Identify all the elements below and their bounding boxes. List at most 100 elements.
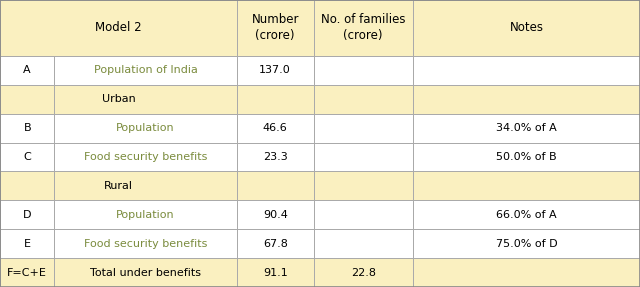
Bar <box>237 0 314 56</box>
Text: Population: Population <box>116 210 175 220</box>
Text: No. of families
(crore): No. of families (crore) <box>321 13 406 42</box>
Bar <box>237 56 314 85</box>
Bar <box>237 258 314 287</box>
Bar <box>54 229 237 258</box>
Bar <box>314 229 413 258</box>
Bar <box>0 229 54 258</box>
Bar <box>0 85 54 114</box>
Text: E: E <box>24 239 31 249</box>
Bar <box>413 200 640 229</box>
Text: A: A <box>24 65 31 75</box>
Bar <box>0 172 54 200</box>
Bar <box>0 172 54 200</box>
Bar <box>237 258 314 287</box>
Bar <box>0 200 54 229</box>
Bar <box>237 229 314 258</box>
Bar <box>54 200 237 229</box>
Bar <box>54 85 237 114</box>
Bar <box>0 0 237 56</box>
Bar <box>314 85 413 114</box>
Text: Population: Population <box>116 123 175 133</box>
Text: D: D <box>23 210 31 220</box>
Bar <box>237 114 314 143</box>
Bar <box>54 56 237 85</box>
Text: 50.0% of B: 50.0% of B <box>496 152 557 162</box>
Bar <box>314 172 413 200</box>
Bar <box>54 56 237 85</box>
Bar <box>314 0 413 56</box>
Bar <box>314 258 413 287</box>
Bar <box>413 0 640 56</box>
Bar <box>413 56 640 85</box>
Bar <box>413 0 640 56</box>
Text: Urban: Urban <box>102 94 135 104</box>
Bar <box>237 0 314 56</box>
Text: Notes: Notes <box>509 22 543 34</box>
Bar <box>0 143 54 172</box>
Bar <box>237 85 314 114</box>
Bar <box>0 85 54 114</box>
Bar <box>413 200 640 229</box>
Bar <box>54 258 237 287</box>
Text: 91.1: 91.1 <box>263 267 287 278</box>
Bar <box>413 172 640 200</box>
Bar <box>314 56 413 85</box>
Text: 137.0: 137.0 <box>259 65 291 75</box>
Bar <box>0 258 54 287</box>
Bar <box>0 56 54 85</box>
Bar <box>237 172 314 200</box>
Text: Population of India: Population of India <box>93 65 198 75</box>
Bar <box>413 229 640 258</box>
Bar <box>0 0 237 56</box>
Bar <box>0 258 54 287</box>
Bar <box>237 200 314 229</box>
Bar <box>314 172 413 200</box>
Text: Number
(crore): Number (crore) <box>252 13 299 42</box>
Bar <box>54 229 237 258</box>
Text: Rural: Rural <box>104 181 133 191</box>
Bar <box>54 114 237 143</box>
Bar <box>413 258 640 287</box>
Text: 46.6: 46.6 <box>263 123 287 133</box>
Bar <box>54 114 237 143</box>
Text: 34.0% of A: 34.0% of A <box>496 123 557 133</box>
Text: 67.8: 67.8 <box>263 239 287 249</box>
Text: 90.4: 90.4 <box>263 210 287 220</box>
Bar <box>413 85 640 114</box>
Bar <box>314 114 413 143</box>
Bar <box>413 143 640 172</box>
Bar <box>314 114 413 143</box>
Text: Food security benefits: Food security benefits <box>84 152 207 162</box>
Bar <box>237 200 314 229</box>
Bar <box>314 143 413 172</box>
Bar <box>0 114 54 143</box>
Bar <box>0 56 54 85</box>
Text: Model 2: Model 2 <box>95 22 141 34</box>
Bar <box>314 258 413 287</box>
Text: C: C <box>23 152 31 162</box>
Bar <box>237 56 314 85</box>
Text: 22.8: 22.8 <box>351 267 376 278</box>
Bar <box>54 85 237 114</box>
Bar <box>413 143 640 172</box>
Bar <box>237 172 314 200</box>
Bar <box>54 258 237 287</box>
Text: Total under benefits: Total under benefits <box>90 267 201 278</box>
Bar <box>237 85 314 114</box>
Bar <box>237 143 314 172</box>
Bar <box>54 143 237 172</box>
Text: Food security benefits: Food security benefits <box>84 239 207 249</box>
Text: B: B <box>24 123 31 133</box>
Bar <box>237 229 314 258</box>
Text: 75.0% of D: 75.0% of D <box>495 239 557 249</box>
Bar <box>237 143 314 172</box>
Bar <box>413 172 640 200</box>
Bar <box>314 200 413 229</box>
Bar <box>413 85 640 114</box>
Bar <box>314 143 413 172</box>
Bar <box>237 114 314 143</box>
Bar <box>54 172 237 200</box>
Bar <box>413 258 640 287</box>
Bar <box>314 0 413 56</box>
Bar <box>54 172 237 200</box>
